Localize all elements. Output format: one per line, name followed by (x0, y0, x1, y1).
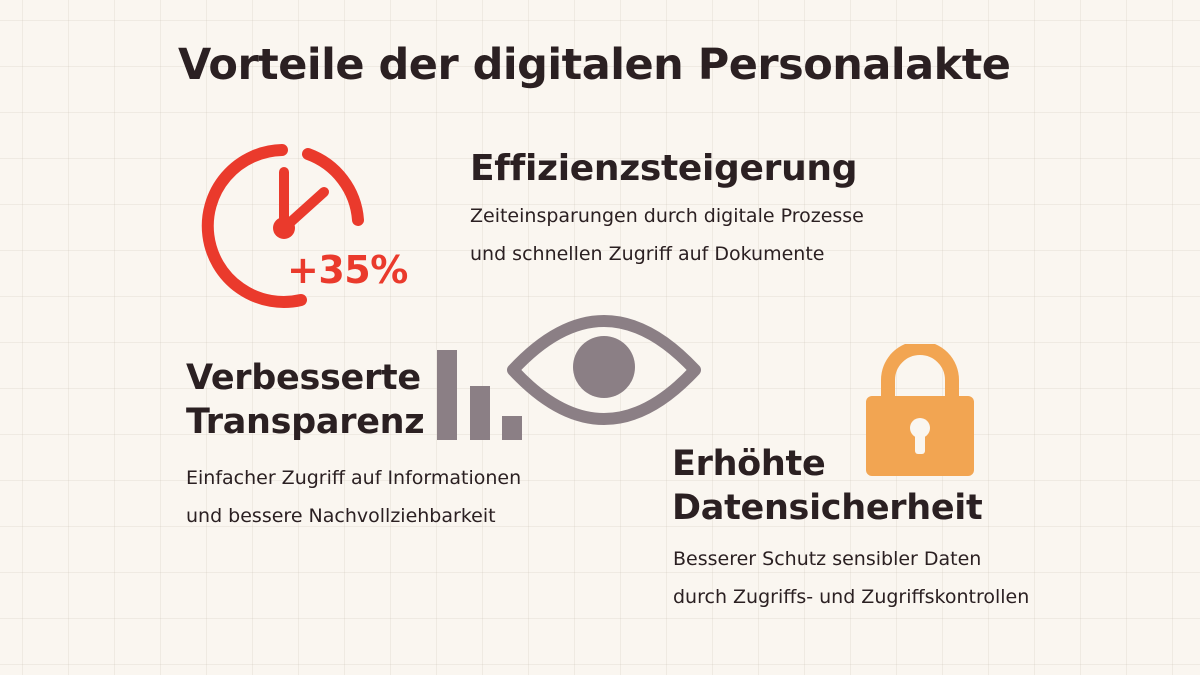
transparency-description: Einfacher Zugriff auf Informationen und … (186, 459, 521, 535)
transparency-heading-line-2: Transparenz (186, 402, 425, 442)
security-description: Besserer Schutz sensibler Daten durch Zu… (673, 540, 1029, 616)
clock-icon (201, 144, 364, 308)
security-heading: Erhöhte Datensicherheit (672, 442, 983, 530)
efficiency-description: Zeiteinsparungen durch digitale Prozesse… (470, 197, 864, 273)
efficiency-heading-line: Effizienzsteigerung (470, 148, 858, 189)
eye-icon (507, 315, 701, 425)
security-heading-line-2: Datensicherheit (672, 488, 983, 528)
transparency-description-line-2: und bessere Nachvollziehbarkeit (186, 505, 496, 527)
security-heading-line-1: Erhöhte (672, 444, 826, 484)
efficiency-heading: Effizienzsteigerung (470, 148, 858, 189)
page-title: Vorteile der digitalen Personalakte (178, 40, 1011, 90)
efficiency-badge: +35% (287, 248, 408, 292)
transparency-heading: Verbesserte Transparenz (186, 356, 425, 444)
lock-icon (866, 344, 974, 476)
efficiency-description-line-1: Zeiteinsparungen durch digitale Prozesse (470, 205, 864, 227)
security-description-line-2: durch Zugriffs- und Zugriffskontrollen (673, 586, 1030, 608)
transparency-description-line-1: Einfacher Zugriff auf Informationen (186, 467, 522, 489)
security-description-line-1: Besserer Schutz sensibler Daten (673, 548, 982, 570)
efficiency-description-line-2: und schnellen Zugriff auf Dokumente (470, 243, 825, 265)
bar-chart-icon (437, 350, 522, 440)
transparency-heading-line-1: Verbesserte (186, 358, 421, 398)
